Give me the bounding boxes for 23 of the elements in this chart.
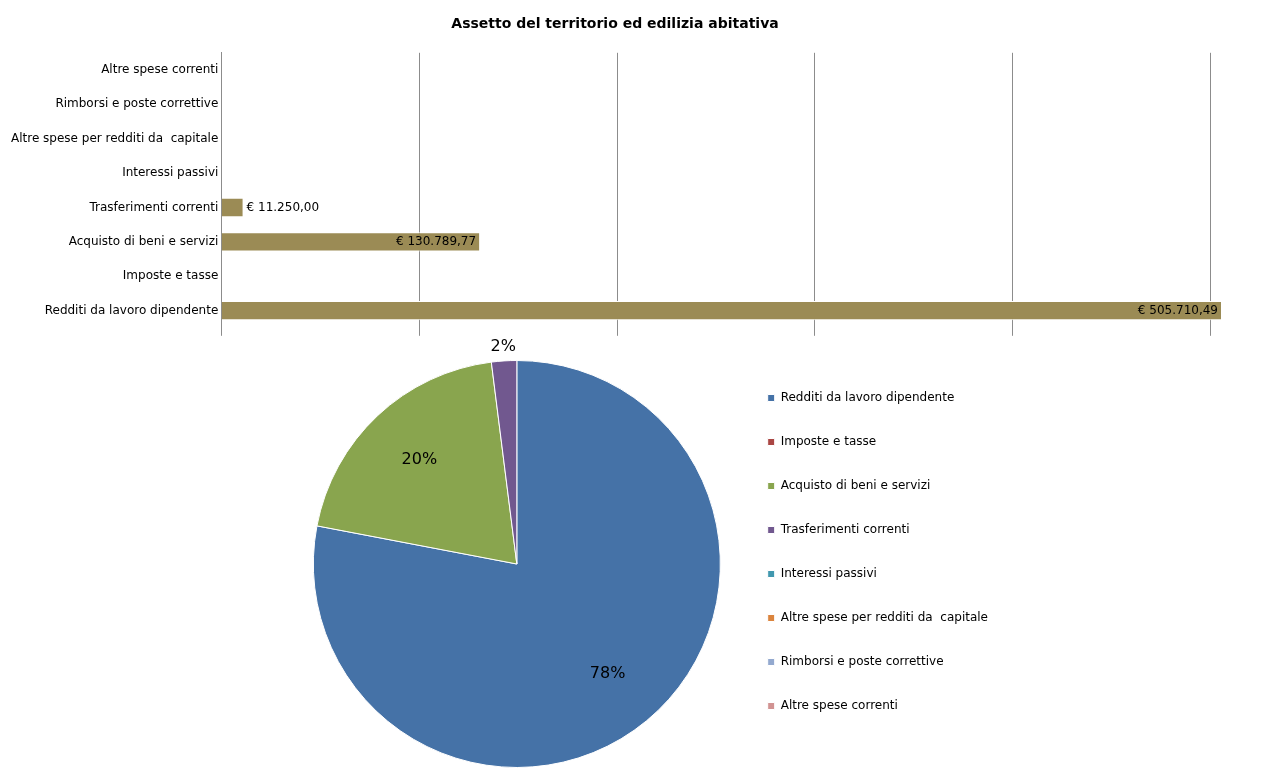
y-tick-label: Rimborsi e poste correttive <box>55 96 219 111</box>
legend-label: Altre spese per redditi da capitale <box>780 610 989 625</box>
y-tick-label: Altre spese correnti <box>101 62 219 77</box>
y-tick-label: Trasferimenti correnti <box>88 199 219 214</box>
data-label: 78% <box>589 662 626 682</box>
y-tick-label: Imposte e tasse <box>122 268 219 283</box>
data-label: € 505.710,49 <box>1137 302 1218 317</box>
legend-label: Altre spese correnti <box>780 698 898 713</box>
legend-label: Interessi passivi <box>780 566 877 581</box>
legend-label: Rimborsi e poste correttive <box>780 654 944 669</box>
data-label: 20% <box>401 449 438 469</box>
legend-label: Trasferimenti correnti <box>779 522 910 537</box>
data-label: 2% <box>490 336 516 356</box>
legend-label: Imposte e tasse <box>780 434 877 449</box>
y-tick-label: Interessi passivi <box>122 165 219 180</box>
chart-title: Assetto del territorio ed edilizia abitativa <box>451 15 779 32</box>
y-tick-label: Redditi da lavoro dipendente <box>44 302 219 317</box>
y-tick-label: Altre spese per redditi da capitale <box>10 130 219 145</box>
legend-label: Redditi da lavoro dipendente <box>780 390 955 405</box>
data-label: € 130.789,77 <box>395 233 477 248</box>
y-tick-label: Acquisto di beni e servizi <box>68 233 219 248</box>
data-label: € 11.250,00 <box>246 199 320 214</box>
legend-label: Acquisto di beni e servizi <box>780 478 931 493</box>
